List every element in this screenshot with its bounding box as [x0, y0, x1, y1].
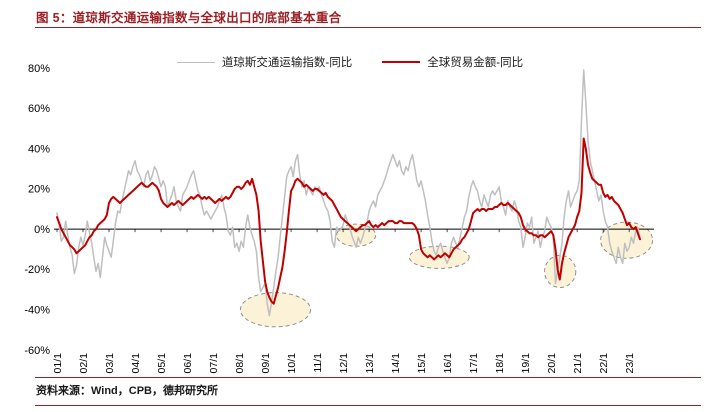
x-tick-label: 11/1 — [312, 353, 324, 373]
legend-label-trade: 全球贸易金额-同比 — [427, 57, 524, 69]
y-tick-label: 60% — [28, 103, 50, 115]
x-tick-label: 09/1 — [260, 353, 272, 374]
y-tick-label: -60% — [24, 345, 50, 357]
footer-divider-top — [35, 377, 701, 378]
footer-divider-bottom — [35, 405, 701, 406]
chart-legend: 道琼斯交通运输指数-同比 全球贸易金额-同比 — [57, 54, 643, 70]
y-tick-label: -20% — [24, 264, 50, 276]
legend-item-trade: 全球贸易金额-同比 — [382, 54, 523, 70]
y-tick-label: 0% — [34, 224, 50, 236]
legend-item-djt: 道琼斯交通运输指数-同比 — [176, 54, 353, 70]
x-tick-label: 13/1 — [364, 353, 376, 374]
x-tick-label: 02/1 — [78, 353, 90, 374]
x-tick-label: 14/1 — [390, 353, 402, 374]
legend-label-djt: 道琼斯交通运输指数-同比 — [221, 57, 353, 69]
y-tick-label: 20% — [28, 184, 50, 196]
x-tick-label: 10/1 — [286, 353, 298, 374]
highlight-ellipse — [239, 292, 312, 328]
x-tick-label: 03/1 — [104, 353, 116, 374]
x-tick-label: 21/1 — [572, 353, 584, 374]
x-tick-label: 23/1 — [624, 353, 636, 374]
y-tick-label: 80% — [28, 63, 50, 75]
x-tick-label: 16/1 — [442, 353, 454, 374]
x-tick-label: 15/1 — [416, 353, 428, 374]
y-tick-label: -40% — [24, 305, 50, 317]
x-tick-label: 07/1 — [208, 353, 220, 374]
x-tick-label: 17/1 — [468, 353, 480, 374]
x-tick-label: 01/1 — [52, 353, 64, 374]
x-tick-label: 12/1 — [338, 353, 350, 374]
data-source-note: 资料来源：Wind，CPB，德邦研究所 — [36, 385, 219, 397]
djt-line-sample-icon — [176, 61, 215, 63]
highlight-ellipse — [600, 221, 654, 259]
series-line-trade — [56, 137, 641, 305]
trade-line-sample-icon — [382, 61, 421, 63]
x-tick-label: 08/1 — [234, 353, 246, 374]
x-tick-label: 05/1 — [156, 353, 168, 374]
title-divider — [35, 27, 701, 28]
x-tick-label: 18/1 — [494, 353, 506, 374]
x-tick-label: 19/1 — [520, 353, 532, 374]
x-tick-label: 04/1 — [130, 353, 142, 374]
x-tick-label: 22/1 — [598, 353, 610, 374]
x-tick-label: 20/1 — [546, 353, 558, 374]
figure-title: 图 5：道琼斯交通运输指数与全球出口的底部基本重合 — [36, 11, 342, 25]
x-tick-label: 06/1 — [182, 353, 194, 374]
y-tick-label: 40% — [28, 143, 50, 155]
